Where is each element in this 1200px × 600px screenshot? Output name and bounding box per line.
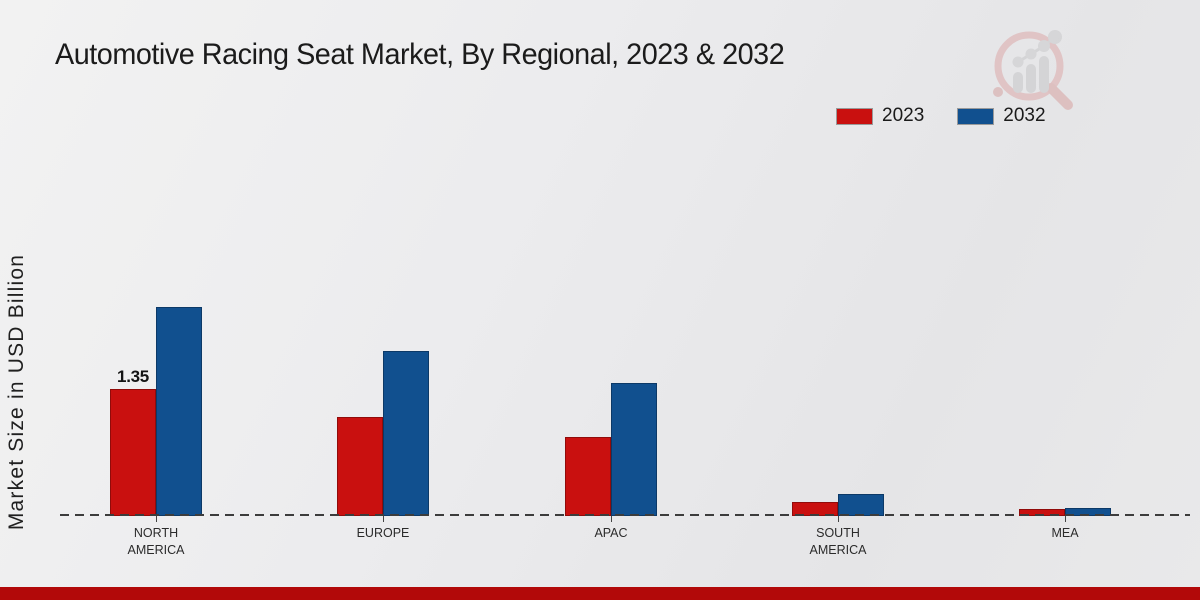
zero-baseline <box>60 514 1190 516</box>
chart-title: Automotive Racing Seat Market, By Region… <box>55 38 785 71</box>
bar-2032-europe <box>383 350 429 516</box>
x-category-label-mea: MEA <box>1051 526 1079 540</box>
legend-swatch-2032 <box>958 108 994 124</box>
x-axis-tick <box>382 516 384 522</box>
bar-2032-north-america <box>156 307 202 516</box>
x-category-label-apac: APAC <box>594 526 628 540</box>
legend: 2023 2032 <box>837 105 1046 127</box>
x-axis-tick <box>155 516 157 522</box>
bar-2023-south-america <box>792 501 838 516</box>
x-category-label-europe: EUROPE <box>356 526 410 540</box>
bar-2023-north-america <box>110 389 156 516</box>
bar-2023-europe <box>337 417 383 516</box>
footer-strip <box>0 587 1200 600</box>
legend-label-2032: 2032 <box>1003 105 1046 126</box>
bar-2023-apac <box>565 437 611 516</box>
x-category-label-south-america: SOUTH AMERICA <box>809 526 867 557</box>
x-axis-tick <box>610 516 612 522</box>
legend-swatch-2023 <box>837 108 872 124</box>
bar-value-label: 1.35 <box>117 367 149 387</box>
bar-2032-mea <box>1065 507 1111 516</box>
x-category-label-north-america: NORTH AMERICA <box>127 526 185 557</box>
bar-2023-mea <box>1019 509 1065 516</box>
bar-2032-apac <box>611 383 657 516</box>
legend-label-2023: 2023 <box>882 105 925 126</box>
market-research-magnifier-logo-icon <box>993 30 1073 110</box>
bar-2032-south-america <box>838 494 884 516</box>
x-axis-tick <box>1064 516 1066 522</box>
x-axis-tick <box>837 516 839 522</box>
